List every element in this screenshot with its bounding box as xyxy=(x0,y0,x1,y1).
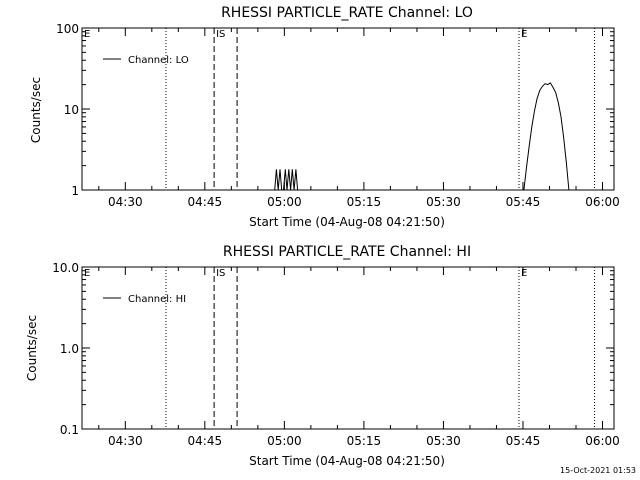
y-axis-label: Counts/sec xyxy=(25,315,39,381)
event-markers: E IS E xyxy=(81,28,596,190)
marker-label: E xyxy=(84,29,90,40)
y-tick-label: 10.0 xyxy=(52,261,79,275)
event-markers: E IS E xyxy=(81,267,596,429)
x-tick-label: 05:45 xyxy=(506,434,541,448)
legend-label: Channel: HI xyxy=(128,294,186,305)
chart-title: RHESSI PARTICLE_RATE Channel: LO xyxy=(221,5,473,21)
legend: Channel: LO xyxy=(103,55,189,66)
chart-title: RHESSI PARTICLE_RATE Channel: HI xyxy=(223,244,471,260)
x-axis: 04:30 04:45 05:00 05:15 05:30 05:45 06:00 xyxy=(98,28,620,209)
series-line xyxy=(274,169,299,191)
x-tick-label: 06:00 xyxy=(585,434,620,448)
x-tick-label: 05:30 xyxy=(426,434,461,448)
x-tick-label: 06:00 xyxy=(585,195,620,209)
y-tick-label: 1.0 xyxy=(60,342,79,356)
x-axis: 04:30 04:45 05:00 05:15 05:30 05:45 06:00 xyxy=(98,267,620,448)
chart-panel-lo: RHESSI PARTICLE_RATE Channel: LO 110100 … xyxy=(29,5,620,229)
y-tick-label: 0.1 xyxy=(60,423,79,437)
x-tick-label: 04:30 xyxy=(108,434,143,448)
x-tick-label: 05:00 xyxy=(267,434,302,448)
timestamp: 15-Oct-2021 01:53 xyxy=(560,466,636,475)
series-lines xyxy=(274,82,570,191)
x-tick-label: 05:15 xyxy=(347,434,382,448)
x-axis-label: Start Time (04-Aug-08 04:21:50) xyxy=(249,454,445,468)
x-tick-label: 04:45 xyxy=(188,195,223,209)
series-line xyxy=(523,82,570,191)
x-tick-label: 05:30 xyxy=(426,195,461,209)
x-tick-label: 05:15 xyxy=(347,195,382,209)
marker-label: IS xyxy=(216,29,225,40)
x-axis-label: Start Time (04-Aug-08 04:21:50) xyxy=(249,215,445,229)
marker-label: E xyxy=(84,268,90,279)
plot-frame xyxy=(81,266,615,430)
plot-frame xyxy=(81,27,615,191)
y-tick-label: 100 xyxy=(56,22,79,36)
legend: Channel: HI xyxy=(103,294,186,305)
y-axis: 1 10 100 xyxy=(56,22,614,198)
marker-label: E xyxy=(521,29,527,40)
x-tick-label: 04:45 xyxy=(188,434,223,448)
y-tick-label: 10 xyxy=(64,103,79,117)
x-tick-label: 05:00 xyxy=(267,195,302,209)
x-tick-label: 05:45 xyxy=(506,195,541,209)
y-axis: 0.1 1.0 10.0 xyxy=(52,261,614,437)
y-axis-label: Counts/sec xyxy=(29,77,43,143)
x-tick-label: 04:30 xyxy=(108,195,143,209)
marker-label: IS xyxy=(216,268,225,279)
y-tick-label: 1 xyxy=(71,184,79,198)
marker-label: E xyxy=(521,268,527,279)
chart-panel-hi: RHESSI PARTICLE_RATE Channel: HI 0.1 1.0 1… xyxy=(25,244,620,468)
legend-label: Channel: LO xyxy=(128,55,189,66)
